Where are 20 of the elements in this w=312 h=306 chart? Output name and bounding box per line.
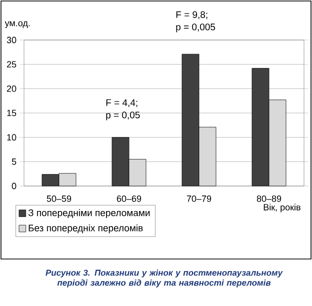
- x-tick-label: 70–79: [186, 195, 212, 202]
- x-tick-label: 50–59: [46, 195, 72, 202]
- legend-label: Без попередніх переломів: [28, 224, 143, 234]
- y-tick-label: 15: [7, 110, 16, 116]
- text: p = 0,005: [176, 24, 216, 32]
- annotation: p = 0,05: [106, 112, 140, 120]
- annotation: F = 4,4;: [106, 99, 138, 108]
- y-tick-label: 30: [6, 36, 16, 44]
- y-tick-label: 10: [7, 134, 16, 141]
- x-tick-label: 80–89: [256, 195, 282, 202]
- legend-label: З попередніми переломами: [28, 209, 150, 218]
- y-tick-label: 5: [12, 158, 16, 165]
- x-tick-label: 60–69: [116, 195, 142, 202]
- text: F = 9,8;: [176, 11, 208, 20]
- y-tick-label: 0: [12, 182, 16, 190]
- x-axis-title: Вік, років: [264, 204, 300, 212]
- text: Рисунок 3. Показники у жінок у постменопаузальному періоді залежно від віку та наявності переломів: [46, 269, 283, 288]
- y-tick-label: 20: [6, 85, 16, 92]
- y-tick-label: 25: [6, 61, 16, 68]
- y-axis-title: ум.од.: [4, 21, 30, 28]
